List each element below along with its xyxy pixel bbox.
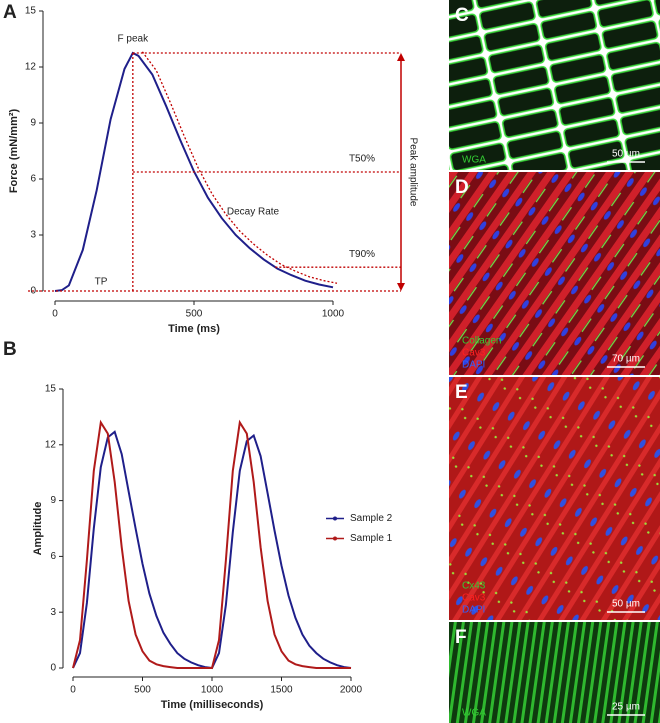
y-tick-label: 9 xyxy=(50,495,56,506)
series-line xyxy=(72,430,352,670)
stain-label: DAPI xyxy=(462,605,485,616)
panel-label: B xyxy=(3,339,17,360)
stain-label: Cav3 xyxy=(462,348,486,359)
y-tick-label: 3 xyxy=(50,607,56,618)
image-e xyxy=(449,377,660,620)
x-tick-label: 1000 xyxy=(201,685,224,696)
annotation: T90% xyxy=(349,249,375,260)
decay-fit xyxy=(141,51,338,284)
x-tick-label: 1000 xyxy=(322,309,345,320)
stain-label: Cx43 xyxy=(462,581,486,592)
series-line xyxy=(54,51,334,292)
x-tick-label: 2000 xyxy=(340,685,363,696)
x-tick-label: 0 xyxy=(52,309,58,320)
annotation: Decay Rate xyxy=(227,207,280,218)
panel-label: F xyxy=(455,627,467,648)
x-tick-label: 500 xyxy=(134,685,151,696)
y-tick-label: 3 xyxy=(30,230,36,241)
annotation: TP xyxy=(95,277,108,288)
stain-label: WGA xyxy=(462,708,486,719)
y-tick-label: 15 xyxy=(25,6,37,17)
stain-label: Collagen xyxy=(462,336,501,347)
stain-label: Cav3 xyxy=(462,593,486,604)
panel-label: D xyxy=(455,177,469,198)
y-tick-label: 0 xyxy=(50,663,56,674)
series-line xyxy=(72,419,351,669)
panel-label: E xyxy=(455,382,468,403)
annotation: F peak xyxy=(118,34,150,45)
arrow-head xyxy=(397,53,405,61)
y-tick-label: 15 xyxy=(45,384,57,395)
image-c xyxy=(449,0,660,170)
scale-label: 70 µm xyxy=(612,354,640,365)
stain-label: DAPI xyxy=(462,360,485,371)
panel-label: A xyxy=(3,2,17,23)
legend-label: Sample 2 xyxy=(350,513,393,524)
x-tick-label: 1500 xyxy=(270,685,293,696)
scale-label: 50 µm xyxy=(612,599,640,610)
y-tick-label: 6 xyxy=(50,551,56,562)
scale-label: 25 µm xyxy=(612,702,640,713)
y-tick-label: 6 xyxy=(30,174,36,185)
y-tick-label: 12 xyxy=(45,439,57,450)
x-axis-title: Time (ms) xyxy=(168,323,220,335)
legend-label: Sample 1 xyxy=(350,533,393,544)
y-axis-title: Amplitude xyxy=(32,502,44,556)
x-tick-label: 500 xyxy=(186,309,203,320)
annotation: T50% xyxy=(349,154,375,165)
y-axis-title: Force (mN/mm²) xyxy=(8,108,20,193)
x-axis-title: Time (milliseconds) xyxy=(161,699,264,711)
image-d xyxy=(449,172,660,375)
x-tick-label: 0 xyxy=(70,685,76,696)
panel-label: C xyxy=(455,5,469,26)
arrow-head xyxy=(397,283,405,291)
y-tick-label: 9 xyxy=(30,118,36,129)
legend-marker xyxy=(333,536,337,541)
annotation: Peak amplitude xyxy=(407,138,418,207)
legend-marker xyxy=(333,516,337,521)
y-tick-label: 12 xyxy=(25,62,37,73)
stain-label: WGA xyxy=(462,155,486,166)
scale-label: 50 µm xyxy=(612,149,640,160)
image-f xyxy=(449,622,660,723)
